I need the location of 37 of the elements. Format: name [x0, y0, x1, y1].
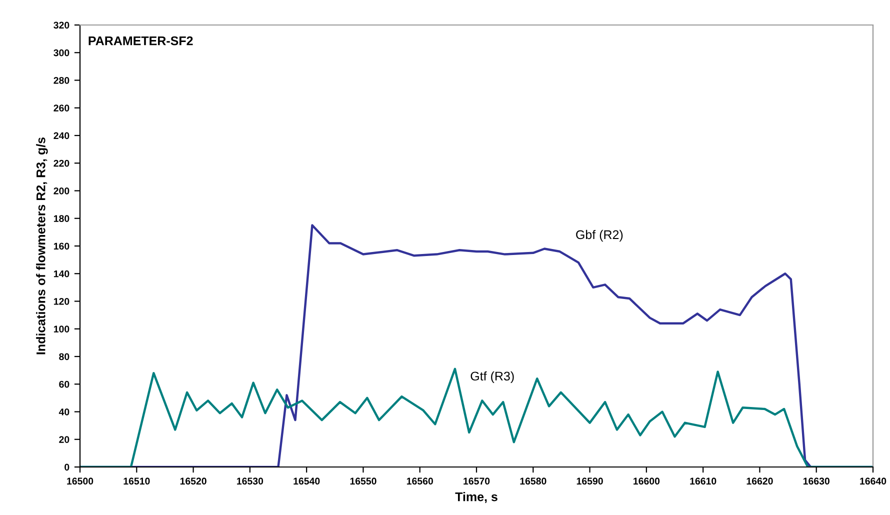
x-tick-label: 16530	[237, 478, 264, 485]
x-tick-label: 16640	[860, 478, 886, 485]
series-label: Gtf (R3)	[470, 371, 514, 384]
y-tick-label: 100	[54, 326, 70, 332]
y-tick-label: 260	[54, 104, 70, 112]
x-tick-label: 16590	[576, 478, 603, 485]
x-tick-label: 16570	[464, 478, 490, 485]
y-tick-label: 200	[54, 187, 70, 194]
y-tick-label: 240	[54, 132, 70, 140]
x-tick-label: 16610	[690, 478, 716, 485]
series-label: Gbf (R2)	[576, 230, 623, 242]
x-tick-label: 16580	[520, 478, 546, 485]
x-tick-label: 16600	[634, 478, 660, 485]
x-tick-label: 16540	[294, 478, 320, 485]
y-tick-label: 40	[58, 408, 70, 416]
y-tick-label: 160	[54, 242, 70, 250]
y-tick-label: 120	[54, 298, 70, 305]
x-tick-label: 16510	[124, 478, 150, 485]
y-tick-label: 20	[59, 436, 70, 443]
x-tick-label: 16620	[746, 478, 773, 485]
y-tick-label: 220	[54, 160, 70, 167]
y-tick-label: 280	[54, 76, 70, 84]
y-tick-label: 180	[54, 215, 70, 222]
x-tick-label: 16500	[67, 478, 94, 485]
y-tick-label: 60	[59, 380, 70, 388]
x-tick-label: 16560	[406, 478, 433, 485]
y-tick-label: 140	[54, 270, 70, 278]
x-tick-label: 16630	[803, 478, 830, 485]
text: PARAMETER-SF2	[88, 36, 193, 46]
y-tick-label: 0	[64, 464, 70, 471]
x-axis-title: Time, s	[455, 492, 498, 504]
y-tick-label: 300	[54, 49, 70, 56]
x-tick-label: 16550	[350, 478, 376, 485]
y-tick-label: 320	[54, 22, 70, 29]
y-axis-title: Indications of flowmeters R2, R3, g/s	[36, 137, 48, 354]
x-tick-label: 16520	[180, 478, 206, 485]
y-tick-label: 80	[59, 353, 70, 360]
